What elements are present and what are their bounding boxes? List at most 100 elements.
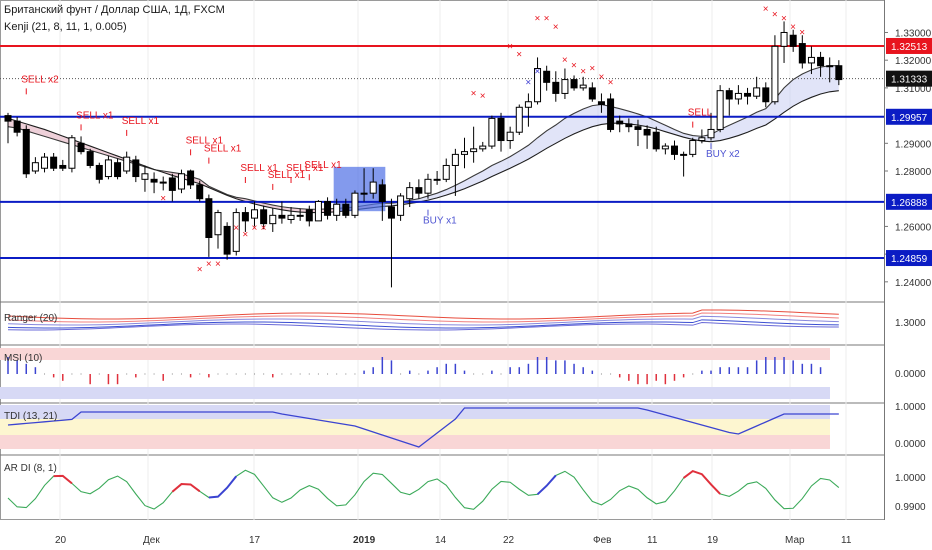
candle-body	[625, 123, 633, 128]
candle-body	[451, 153, 459, 166]
x-tick-label: 14	[435, 535, 447, 546]
candle-body	[196, 184, 204, 200]
x-marker: ×	[525, 77, 531, 88]
msi-dot	[345, 373, 347, 375]
candle-body	[780, 31, 788, 47]
x-marker: ×	[562, 55, 568, 66]
candle-body	[214, 212, 222, 236]
candle-body	[251, 209, 259, 219]
sell-signal-label: SELL x1	[204, 144, 242, 155]
candle-body	[305, 209, 313, 222]
ranger-y-label: 1.3000	[895, 318, 926, 329]
candle-body	[652, 131, 660, 150]
sell-signal-label: SELL x1	[122, 116, 160, 127]
sell-signal-label: SELL	[688, 108, 713, 119]
ranger-line	[7, 322, 839, 331]
x-marker: ×	[608, 77, 614, 88]
candle-body	[150, 178, 158, 183]
msi-dot	[171, 373, 173, 375]
candle-body	[260, 209, 268, 225]
candle-body	[369, 181, 377, 194]
candle-body	[552, 81, 560, 94]
candle-body	[333, 203, 341, 216]
x-marker: ×	[261, 223, 267, 234]
x-tick-label: 20	[55, 535, 67, 546]
tdi-line	[7, 407, 839, 448]
msi-dot	[610, 373, 612, 375]
tdi-mid-band	[0, 419, 830, 435]
candle-body	[187, 170, 195, 186]
msi-dot	[400, 373, 402, 375]
x-tick-label: 17	[249, 535, 261, 546]
msi-dot	[226, 373, 228, 375]
candle-body	[461, 151, 468, 155]
tdi-pane-title: TDI (13, 21)	[4, 411, 58, 422]
msi-dot	[44, 373, 46, 375]
x-marker: ×	[781, 14, 787, 25]
candle-body	[698, 137, 706, 142]
candle-body	[734, 92, 742, 100]
msi-dot	[290, 373, 292, 375]
candle-body	[41, 156, 49, 169]
msi-dot	[354, 373, 356, 375]
candle-body	[159, 181, 167, 184]
x-tick-label: 19	[707, 535, 719, 546]
y-tick-label: 1.33000	[895, 28, 932, 39]
tdi-lower-band	[0, 435, 830, 449]
ardi-line	[7, 469, 840, 510]
candle-body	[442, 164, 450, 180]
candle-body	[543, 70, 551, 83]
candle-body	[753, 87, 761, 97]
candle-body	[588, 87, 596, 100]
candle-body	[826, 65, 834, 68]
candle-body	[351, 192, 359, 216]
x-tick-label: 11	[841, 535, 852, 546]
ardi-highlight	[683, 469, 721, 495]
x-tick-label: 22	[503, 535, 515, 546]
ranger-line	[7, 319, 839, 329]
x-marker: ×	[598, 72, 604, 83]
msi-upper-band	[0, 348, 830, 360]
x-marker: ×	[507, 41, 513, 52]
x-tick-label: Дек	[143, 535, 160, 546]
buy-signal-label: BUY x2	[706, 149, 740, 160]
x-marker: ×	[772, 9, 778, 20]
x-marker: ×	[763, 4, 769, 15]
x-marker: ×	[252, 223, 258, 234]
candle-body	[771, 45, 779, 103]
indicator-label: Kenji (21, 8, 11, 1, 0.005)	[4, 21, 127, 33]
sell-signal-label: SELL x1	[286, 163, 324, 174]
sell-signal-label: SELL x1	[268, 170, 306, 181]
buy-signal-label: BUY x1	[423, 216, 457, 227]
msi-dot	[317, 373, 319, 375]
candle-body	[798, 43, 806, 64]
candle-body	[278, 214, 286, 219]
candle-body	[287, 214, 295, 220]
candle-body	[324, 200, 332, 216]
chart-title: Британский фунт / Доллар США, 1Д, FXCM	[4, 4, 225, 16]
msi-dot	[80, 373, 82, 375]
x-marker: ×	[580, 66, 586, 77]
x-tick-label: 11	[647, 535, 658, 546]
sell-signal-label: SELL x2	[21, 74, 59, 85]
ardi-highlight	[536, 474, 557, 496]
ardi-y-label: 1.0000	[895, 473, 926, 484]
candle-body	[835, 65, 843, 81]
candle-body	[470, 148, 478, 153]
level-price-label: 1.32513	[891, 42, 928, 53]
ranger-line	[7, 309, 839, 320]
x-marker: ×	[790, 22, 796, 33]
x-marker: ×	[553, 22, 559, 33]
candle-body	[406, 187, 414, 200]
x-marker: ×	[206, 259, 212, 270]
ardi-highlight	[208, 475, 238, 499]
candle-body	[570, 79, 578, 89]
candle-body	[232, 212, 240, 252]
msi-dot	[254, 373, 256, 375]
msi-dot	[281, 373, 283, 375]
msi-dot	[244, 373, 246, 375]
candle-body	[616, 120, 624, 125]
candle-body	[387, 206, 395, 219]
x-marker: ×	[480, 91, 486, 102]
